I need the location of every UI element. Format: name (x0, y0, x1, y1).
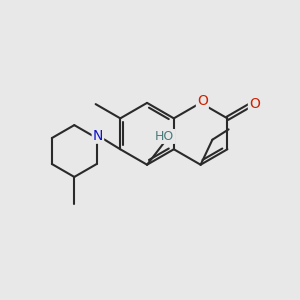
Text: O: O (249, 97, 260, 111)
Text: HO: HO (155, 130, 174, 143)
Text: N: N (93, 129, 103, 143)
Text: O: O (197, 94, 208, 108)
